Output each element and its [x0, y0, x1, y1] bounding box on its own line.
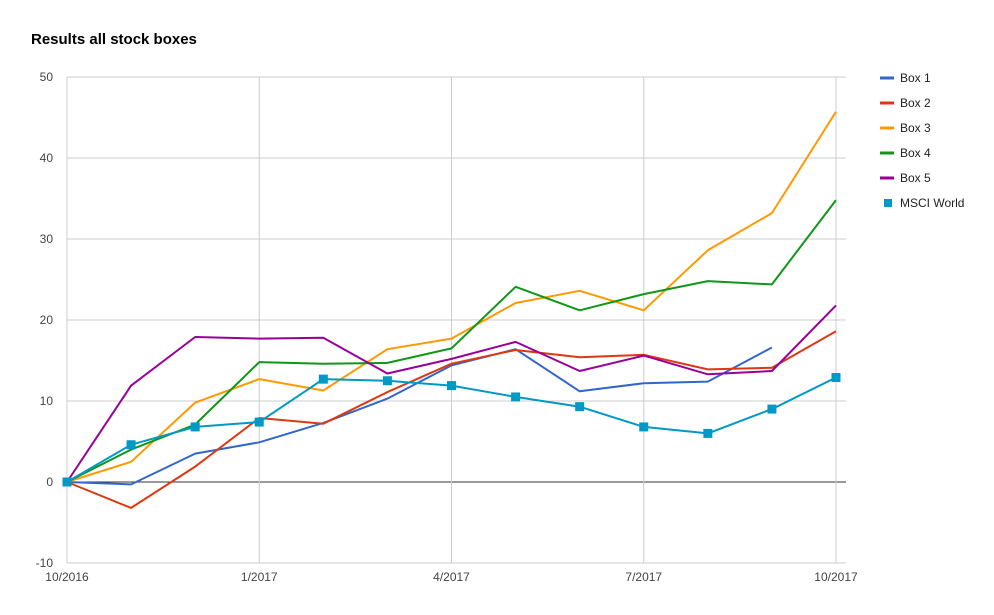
y-tick-label: 40 — [40, 151, 54, 165]
data-point — [254, 417, 264, 427]
data-point — [767, 404, 777, 414]
legend-item-msci-world[interactable]: MSCI World — [884, 196, 964, 210]
legend[interactable]: Box 1 Box 2 Box 3 Box 4 Box 5 MSCI World — [880, 71, 964, 210]
data-point — [62, 477, 72, 487]
gridlines — [66, 76, 846, 564]
legend-label: Box 1 — [900, 71, 931, 85]
legend-label: Box 2 — [900, 96, 931, 110]
y-tick-label: -10 — [36, 556, 54, 570]
data-point — [703, 428, 713, 438]
y-tick-label: 10 — [40, 394, 54, 408]
y-tick-label: 50 — [40, 70, 54, 84]
data-point — [639, 422, 649, 432]
legend-label: Box 5 — [900, 171, 931, 185]
legend-item-box-3[interactable]: Box 3 — [880, 121, 931, 135]
axes: -10 0 10 20 30 40 50 10/2016 1/2017 4/2017 7/2017 1… — [36, 70, 858, 584]
data-point — [447, 381, 456, 391]
x-tick-label: 10/2017 — [814, 570, 858, 584]
chart-title: Results all stock boxes — [31, 31, 197, 48]
x-tick-label: 10/2016 — [45, 570, 89, 584]
x-tick-label: 1/2017 — [241, 570, 278, 584]
data-point — [575, 402, 585, 412]
x-tick-label: 7/2017 — [625, 570, 662, 584]
data-point — [831, 373, 841, 383]
data-point — [382, 376, 392, 386]
y-tick-label: 0 — [46, 475, 53, 489]
y-tick-label: 20 — [40, 313, 54, 327]
data-point — [511, 392, 521, 402]
x-tick-label: 4/2017 — [433, 570, 470, 584]
legend-item-box-5[interactable]: Box 5 — [880, 171, 931, 185]
data-point — [318, 374, 328, 384]
legend-item-box-4[interactable]: Box 4 — [880, 146, 931, 160]
legend-label: MSCI World — [900, 196, 964, 210]
data-point — [126, 440, 136, 450]
series-line-box-5 — [66, 304, 837, 483]
legend-item-box-1[interactable]: Box 1 — [880, 71, 931, 85]
legend-label: Box 3 — [900, 121, 931, 135]
y-tick-label: 30 — [40, 232, 54, 246]
legend-label: Box 4 — [900, 146, 931, 160]
legend-marker-icon — [884, 199, 892, 207]
data-point — [190, 422, 200, 432]
series-line-box-2 — [66, 330, 837, 509]
legend-item-box-2[interactable]: Box 2 — [880, 96, 931, 110]
series-line-box-1 — [66, 346, 773, 486]
series-line-box-3 — [66, 111, 837, 483]
series-markers — [62, 373, 841, 487]
